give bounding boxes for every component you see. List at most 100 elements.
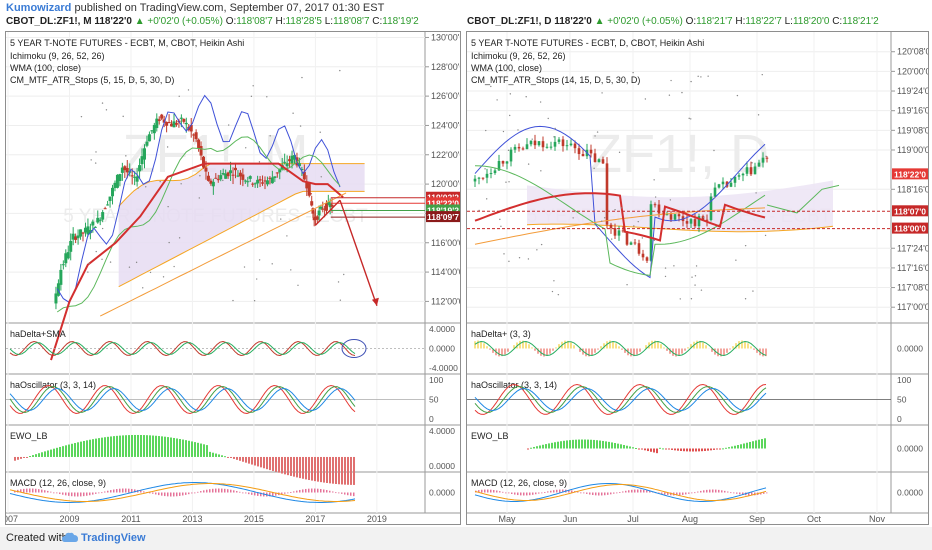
right-y-tick-label: 119'16'0: [897, 106, 928, 116]
right-macd-histogram-bar: [679, 492, 681, 496]
left-candle-body: [285, 163, 289, 167]
left-candle-body: [323, 208, 327, 210]
left-macd-histogram-bar: [344, 492, 346, 495]
left-candle-body: [209, 180, 213, 184]
right-psar-dot: [654, 196, 657, 198]
right-psar-dot: [508, 114, 511, 117]
right-macd-histogram-bar: [676, 492, 678, 496]
left-candle-body: [142, 148, 146, 160]
left-y-tick-label: 114'00'0: [431, 267, 460, 277]
left-chart-svg[interactable]: 130'00'0 128'00'0 126'00'0 124'00'0 122'00'0…: [6, 32, 460, 524]
right-candle-body: [669, 214, 673, 220]
left-ewo-bar: [215, 453, 217, 457]
right-psar-dot: [690, 80, 692, 83]
left-psar-dot: [271, 263, 273, 265]
left-psar-dot: [90, 159, 92, 161]
right-psar-dot: [518, 257, 521, 259]
right-chart-svg[interactable]: 120'08'0 120'00'0 119'24'0 119'16'0 119'08'0…: [467, 32, 928, 524]
left-ewo-bar: [281, 456, 283, 474]
left-macd-histogram-bar: [332, 491, 334, 493]
left-candle-body: [293, 155, 297, 160]
left-candle-body: [319, 206, 323, 209]
left-ewo-bar: [341, 456, 343, 485]
right-indicator-legend: Ichimoku (9, 26, 52, 26): [471, 51, 566, 61]
left-candle-body: [120, 167, 124, 173]
left-candle-body: [76, 235, 80, 239]
left-macd-histogram-bar: [185, 492, 187, 495]
right-chart-panel[interactable]: 120'08'0 120'00'0 119'24'0 119'16'0 119'08'0…: [466, 31, 929, 525]
right-macd-histogram-bar: [709, 489, 711, 493]
right-quote-bar: CBOT_DL:ZF1!, D 118'22'0 ▲ +0'02'0 (+0.0…: [467, 16, 879, 27]
left-l-label: L:: [324, 16, 334, 27]
right-macd-histogram-bar: [634, 489, 636, 493]
left-ewo-bar: [212, 452, 214, 457]
left-candle-body: [256, 179, 260, 184]
left-ewo-bar: [191, 441, 193, 457]
left-ewo-bar: [344, 456, 346, 485]
left-macd-histogram-bar: [254, 492, 256, 496]
left-psar-dot: [255, 278, 258, 280]
left-candle-body: [162, 119, 166, 123]
right-psar-dot: [691, 276, 693, 278]
left-candle-body: [324, 203, 328, 211]
right-macd-histogram-bar: [637, 489, 639, 493]
right-ewo-bar: [581, 439, 583, 449]
left-psar-dot: [128, 266, 131, 268]
right-psar-dot: [603, 217, 606, 219]
left-psar-dot: [131, 79, 134, 81]
left-candle-body: [321, 208, 325, 210]
author-link[interactable]: Kumowizard: [6, 2, 72, 14]
left-psar-dot: [178, 237, 181, 239]
left-chart-panel[interactable]: 130'00'0 128'00'0 126'00'0 124'00'0 122'00'0…: [5, 31, 461, 525]
left-psar-dot: [137, 187, 139, 189]
left-macd-histogram-bar: [113, 489, 115, 493]
right-macd-histogram-bar: [526, 492, 528, 496]
right-psar-dot: [620, 207, 623, 209]
right-macd-histogram-bar: [694, 492, 696, 494]
left-macd-histogram-bar: [284, 492, 286, 494]
right-ewo-bar: [593, 439, 595, 449]
left-y-tick-label: 112'00'0: [431, 296, 460, 306]
left-candle-body: [86, 226, 90, 235]
right-macd-histogram-bar: [538, 492, 540, 494]
left-ewo-bar: [236, 456, 238, 460]
left-subpane-tick: 0.0000: [429, 488, 455, 498]
left-ewo-bar: [305, 456, 307, 480]
left-subpane-tick: 50: [429, 395, 439, 405]
right-candle-body: [581, 154, 585, 157]
left-open: 118'08'7: [236, 16, 273, 27]
right-psar-dot: [688, 117, 690, 120]
left-psar-dot: [222, 179, 224, 182]
left-x-tick-label: 2017: [305, 514, 325, 524]
left-ewo-bar: [353, 456, 355, 485]
left-symbol[interactable]: CBOT_DL:ZF1!, M: [6, 16, 92, 27]
right-psar-dot: [593, 167, 595, 170]
right-osc-line-3: [474, 387, 767, 412]
left-candle-body: [150, 130, 154, 132]
right-symbol[interactable]: CBOT_DL:ZF1!, D: [467, 16, 552, 27]
left-psar-dot: [297, 284, 299, 287]
right-ewo-bar: [527, 448, 529, 450]
right-psar-dot: [517, 129, 519, 131]
left-y-tick-label: 116'00'0: [431, 238, 460, 248]
left-candle-body: [275, 172, 279, 174]
left-macd-histogram-bar: [65, 492, 67, 496]
left-psar-dot: [125, 155, 127, 157]
tradingview-brand-link[interactable]: TradingView: [81, 532, 146, 544]
right-senkou-span-b: [526, 223, 834, 233]
left-low: 118'08'7: [333, 16, 370, 27]
left-psar-dot: [88, 262, 90, 265]
left-candle-body: [236, 175, 240, 177]
left-subpane-title: MACD (12, 26, close, 9): [10, 478, 106, 488]
right-ewo-bar: [572, 439, 574, 449]
right-ewo-bar: [752, 441, 754, 449]
right-psar-dot: [664, 267, 667, 269]
left-psar-dot: [101, 258, 103, 261]
right-ewo-bar: [530, 447, 532, 449]
left-macd-histogram-bar: [143, 491, 145, 493]
left-ewo-bar: [242, 456, 244, 462]
left-price-badge: 118'19'2: [427, 205, 459, 215]
left-macd-histogram-bar: [71, 492, 73, 497]
left-candle-body: [79, 229, 83, 237]
left-candle-body: [167, 122, 171, 124]
